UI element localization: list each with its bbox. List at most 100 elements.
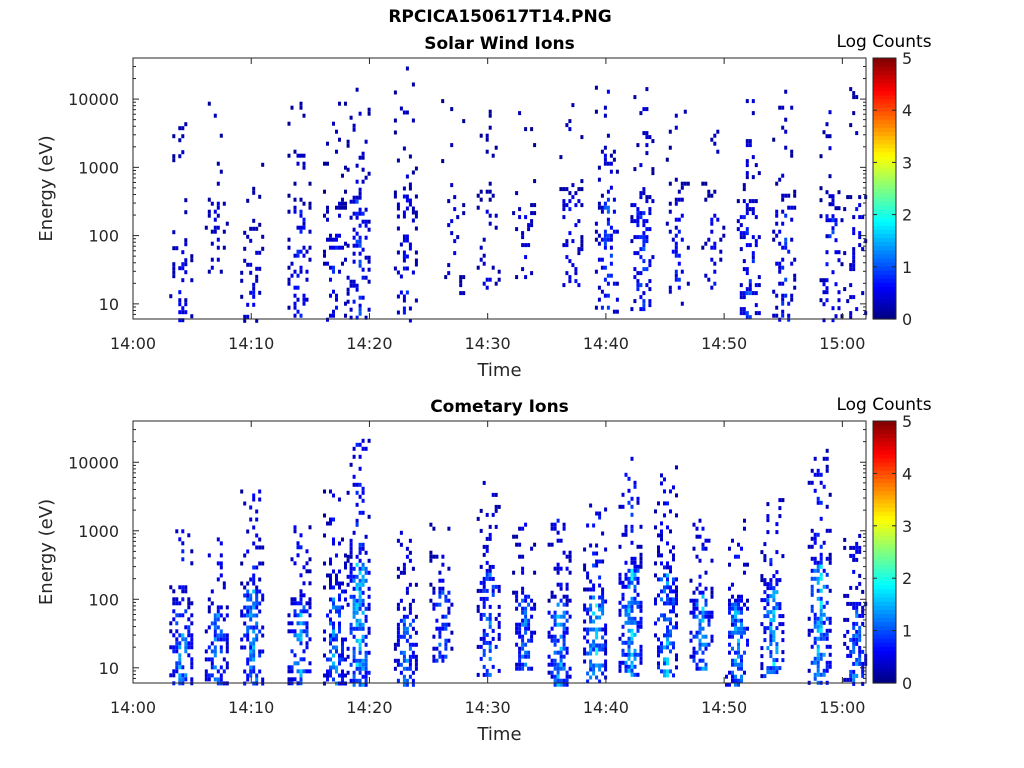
heatmap-cell: [846, 195, 850, 200]
heatmap-cell: [358, 111, 362, 116]
heatmap-cell: [819, 500, 823, 505]
heatmap-cell: [302, 605, 306, 610]
colorbar-step: [873, 306, 896, 312]
heatmap-cell: [633, 299, 637, 304]
heatmap-cell: [630, 628, 634, 633]
heatmap-cell: [663, 513, 666, 518]
heatmap-cell: [716, 217, 720, 222]
heatmap-cell: [597, 233, 601, 238]
heatmap-cell: [731, 646, 734, 651]
heatmap-cell: [249, 609, 253, 614]
heatmap-cell: [636, 219, 640, 224]
heatmap-cell: [222, 581, 226, 586]
heatmap-cell: [213, 225, 217, 230]
heatmap-cell: [710, 594, 714, 599]
heatmap-cell: [716, 149, 720, 154]
heatmap-cell: [299, 213, 303, 218]
colorbar-step: [873, 531, 896, 537]
heatmap-cell: [521, 622, 525, 627]
heatmap-cell: [252, 601, 256, 606]
heatmap-cell: [258, 489, 262, 494]
heatmap-cell: [745, 271, 749, 276]
heatmap-cell: [745, 203, 749, 208]
heatmap-cell: [583, 635, 587, 640]
heatmap-cell: [704, 181, 708, 186]
heatmap-cell: [308, 245, 312, 250]
heatmap-cell: [402, 298, 406, 303]
heatmap-cell: [302, 629, 306, 634]
heatmap-cell: [660, 669, 663, 674]
heatmap-cell: [349, 550, 353, 555]
heatmap-cell: [399, 618, 403, 623]
heatmap-cell: [698, 558, 702, 563]
heatmap-cell: [604, 623, 608, 628]
heatmap-cell: [562, 594, 566, 599]
heatmap-cell: [352, 454, 356, 459]
heatmap-cell: [598, 667, 602, 672]
heatmap-cell: [190, 613, 194, 618]
heatmap-cell: [639, 656, 643, 661]
heatmap-cell: [293, 609, 297, 614]
heatmap-cell: [346, 574, 350, 579]
heatmap-cell: [287, 265, 291, 270]
heatmap-cell: [636, 592, 640, 597]
x-axis-label: Time: [476, 360, 521, 381]
heatmap-cell: [172, 609, 176, 614]
heatmap-cell: [524, 275, 528, 280]
heatmap-cell: [612, 149, 616, 154]
heatmap-cell: [344, 301, 347, 306]
heatmap-cell: [562, 187, 566, 192]
heatmap-cell: [335, 609, 338, 614]
heatmap-cell: [432, 602, 436, 607]
heatmap-cell: [745, 211, 749, 216]
heatmap-cell: [444, 614, 448, 619]
heatmap-cell: [675, 625, 678, 630]
heatmap-cell: [760, 654, 764, 659]
heatmap-cell: [444, 594, 448, 599]
heatmap-cell: [813, 576, 817, 581]
heatmap-cell: [518, 630, 522, 635]
heatmap-cell: [754, 291, 758, 296]
heatmap-cell: [335, 665, 338, 670]
heatmap-cell: [855, 605, 859, 610]
heatmap-cell: [299, 597, 303, 602]
heatmap-cell: [252, 637, 256, 642]
heatmap-cell: [332, 601, 335, 606]
heatmap-cell: [562, 526, 566, 531]
heatmap-cell: [633, 235, 637, 240]
heatmap-cell: [701, 594, 705, 599]
heatmap-cell: [308, 525, 312, 530]
heatmap-cell: [527, 650, 531, 655]
heatmap-cell: [240, 645, 244, 650]
heatmap-cell: [633, 568, 637, 573]
colorbar-step: [873, 115, 896, 120]
heatmap-cell: [742, 307, 746, 312]
heatmap-cell: [172, 645, 176, 650]
heatmap-cell: [819, 556, 823, 561]
heatmap-cell: [831, 270, 835, 275]
heatmap-cell: [524, 630, 528, 635]
heatmap-cell: [743, 626, 746, 631]
heatmap-cell: [698, 646, 702, 651]
heatmap-cell: [402, 658, 406, 663]
heatmap-cell: [672, 557, 675, 562]
colorbar-step: [873, 290, 896, 296]
heatmap-cell: [352, 482, 356, 487]
heatmap-cell: [181, 585, 185, 590]
heatmap-cell: [740, 662, 743, 667]
heatmap-cell: [255, 585, 259, 590]
heatmap-cell: [497, 269, 501, 274]
heatmap-cell: [598, 559, 602, 564]
heatmap-cell: [258, 653, 262, 658]
heatmap-cell: [293, 313, 297, 318]
heatmap-cell: [565, 554, 569, 559]
heatmap-cell: [305, 629, 309, 634]
heatmap-cell: [190, 677, 194, 682]
heatmap-cell: [459, 291, 463, 296]
heatmap-cell: [258, 266, 262, 271]
heatmap-cell: [326, 161, 329, 166]
heatmap-cell: [204, 629, 208, 634]
heatmap-cell: [355, 211, 359, 216]
heatmap-cell: [852, 569, 856, 574]
heatmap-cell: [740, 658, 743, 663]
